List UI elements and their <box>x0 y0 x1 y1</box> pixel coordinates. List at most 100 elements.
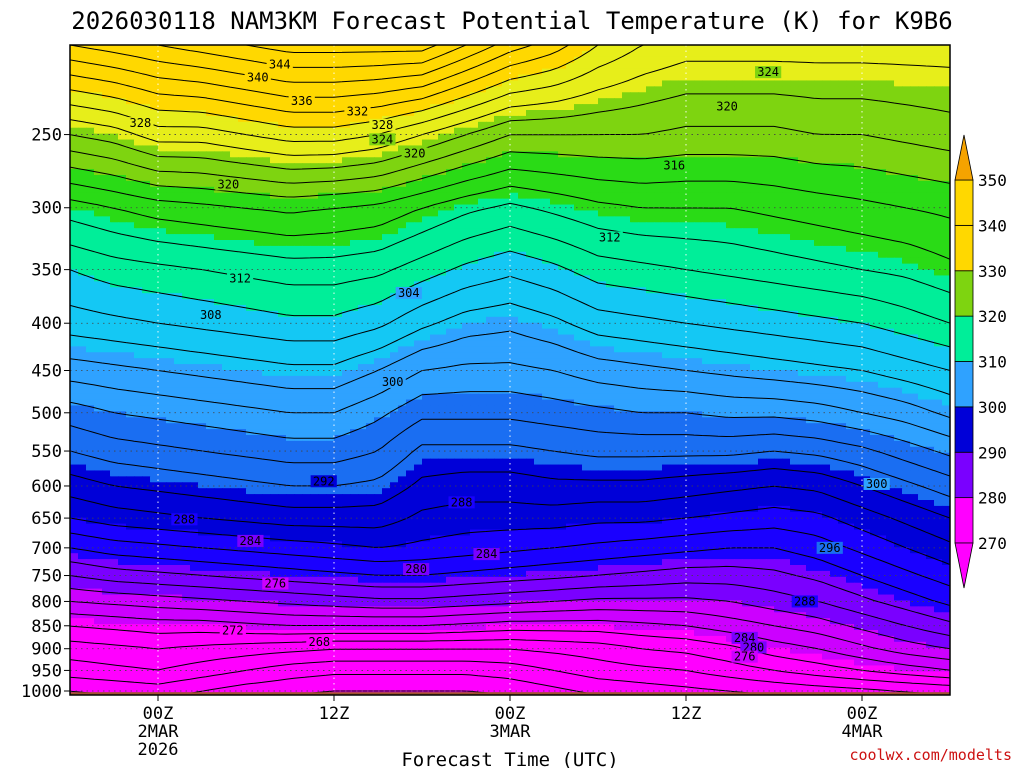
theta-fill-cell <box>830 299 839 306</box>
theta-fill-cell <box>366 257 375 265</box>
theta-fill-cell <box>542 234 551 241</box>
theta-fill-cell <box>550 74 559 82</box>
theta-fill-cell <box>182 192 191 200</box>
theta-fill-cell <box>806 121 815 129</box>
theta-fill-cell <box>766 92 775 99</box>
theta-fill-cell <box>558 68 567 76</box>
theta-fill-cell <box>558 110 567 117</box>
theta-fill-cell <box>526 157 535 164</box>
theta-fill-cell <box>366 92 375 99</box>
theta-fill-cell <box>710 257 719 265</box>
theta-fill-cell <box>934 121 943 129</box>
theta-fill-cell <box>622 281 631 288</box>
theta-fill-cell <box>302 145 311 152</box>
theta-fill-cell <box>646 145 655 152</box>
theta-fill-cell <box>230 74 239 82</box>
theta-fill-cell <box>118 133 127 141</box>
theta-fill-cell <box>558 299 567 306</box>
theta-fill-cell <box>190 186 199 194</box>
theta-fill-cell <box>718 74 727 82</box>
theta-fill-cell <box>814 98 823 105</box>
theta-fill-cell <box>382 281 391 288</box>
theta-fill-cell <box>550 275 559 282</box>
theta-fill-cell <box>174 299 183 306</box>
theta-fill-cell <box>638 216 647 223</box>
theta-fill-cell <box>542 299 551 306</box>
theta-fill-cell <box>870 68 879 76</box>
theta-fill-cell <box>214 210 223 217</box>
theta-fill-cell <box>222 104 231 111</box>
theta-fill-cell <box>334 210 343 217</box>
theta-fill-cell <box>590 269 599 277</box>
theta-fill-cell <box>414 104 423 111</box>
theta-fill-cell <box>326 275 335 282</box>
theta-fill-cell <box>910 151 919 158</box>
theta-fill-cell <box>118 74 127 82</box>
theta-fill-cell <box>478 204 487 212</box>
theta-fill-cell <box>454 127 463 135</box>
theta-fill-cell <box>174 86 183 93</box>
theta-fill-cell <box>926 92 935 99</box>
theta-fill-cell <box>342 222 351 229</box>
theta-fill-cell <box>158 251 167 259</box>
theta-fill-cell <box>718 139 727 147</box>
theta-fill-cell <box>150 287 159 294</box>
theta-fill-cell <box>558 50 567 58</box>
theta-fill-cell <box>678 299 687 306</box>
theta-fill-cell <box>118 163 127 170</box>
theta-fill-cell <box>94 68 103 76</box>
theta-fill-cell <box>326 186 335 194</box>
theta-fill-cell <box>462 133 471 141</box>
theta-fill-cell <box>878 145 887 152</box>
theta-fill-cell <box>774 127 783 135</box>
theta-fill-cell <box>878 293 887 300</box>
theta-fill-cell <box>766 281 775 288</box>
theta-fill-cell <box>758 216 767 223</box>
theta-fill-cell <box>478 86 487 93</box>
theta-fill-cell <box>510 198 519 206</box>
theta-fill-cell <box>886 228 895 235</box>
theta-fill-cell <box>382 151 391 158</box>
theta-fill-cell <box>622 74 631 82</box>
theta-fill-cell <box>670 198 679 206</box>
theta-fill-cell <box>126 186 135 194</box>
theta-fill-cell <box>382 275 391 282</box>
theta-fill-cell <box>542 305 551 312</box>
theta-fill-cell <box>94 198 103 206</box>
theta-fill-cell <box>246 257 255 265</box>
theta-fill-cell <box>902 186 911 194</box>
theta-fill-cell <box>454 80 463 87</box>
theta-fill-cell <box>126 56 135 64</box>
theta-fill-cell <box>630 157 639 164</box>
theta-fill-cell <box>782 62 791 70</box>
theta-fill-cell <box>398 175 407 182</box>
theta-fill-cell <box>374 192 383 200</box>
theta-fill-cell <box>406 275 415 282</box>
theta-fill-cell <box>446 263 455 271</box>
theta-fill-cell <box>614 305 623 312</box>
theta-fill-cell <box>214 257 223 265</box>
theta-fill-cell <box>534 151 543 158</box>
theta-fill-cell <box>670 305 679 312</box>
theta-fill-cell <box>662 192 671 200</box>
theta-fill-cell <box>270 180 279 188</box>
theta-fill-cell <box>438 204 447 212</box>
theta-fill-cell <box>638 45 647 52</box>
theta-fill-cell <box>518 139 527 147</box>
theta-fill-cell <box>894 121 903 129</box>
theta-fill-cell <box>414 299 423 306</box>
theta-fill-cell <box>774 192 783 200</box>
theta-fill-cell <box>574 234 583 241</box>
theta-fill-cell <box>358 169 367 176</box>
theta-fill-cell <box>494 234 503 241</box>
theta-fill-cell <box>798 228 807 235</box>
theta-fill-cell <box>350 198 359 206</box>
theta-fill-cell <box>550 240 559 247</box>
theta-fill-cell <box>182 251 191 259</box>
theta-fill-cell <box>566 157 575 164</box>
theta-fill-cell <box>454 50 463 58</box>
theta-fill-cell <box>94 269 103 277</box>
theta-fill-cell <box>238 186 247 194</box>
theta-fill-cell <box>334 180 343 188</box>
theta-fill-cell <box>782 98 791 105</box>
